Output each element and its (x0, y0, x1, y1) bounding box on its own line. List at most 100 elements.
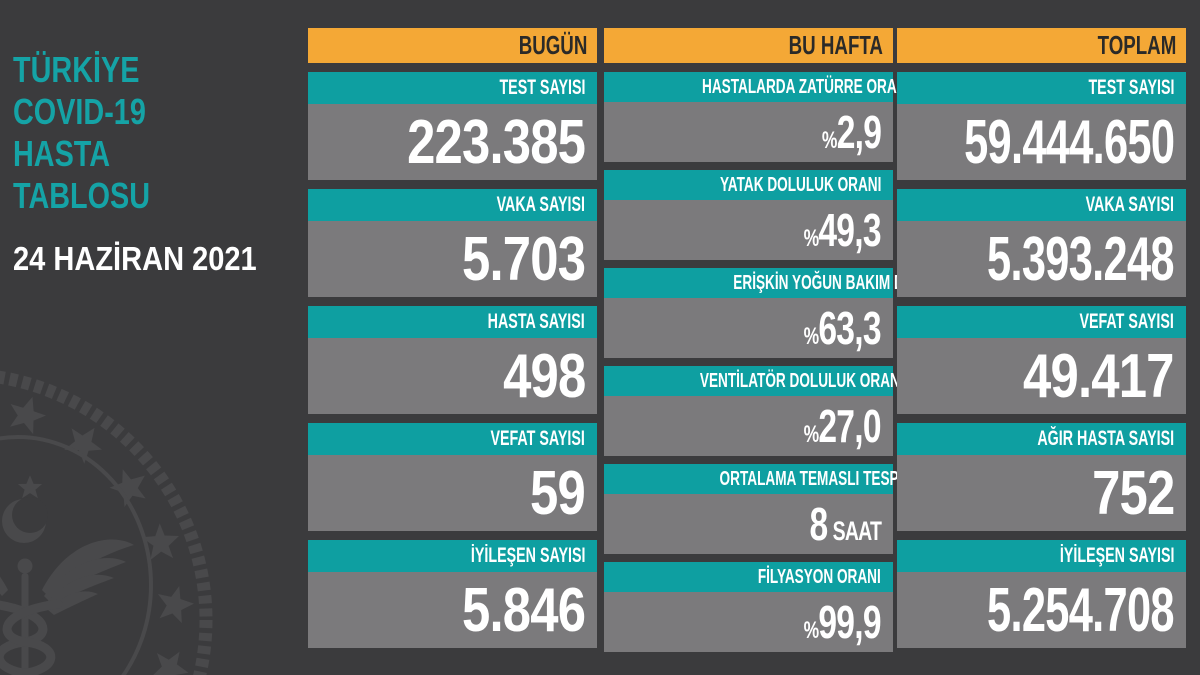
stat-card: AĞIR HASTA SAYISI 752 (897, 423, 1186, 531)
stat-label-band: FİLYASYON ORANI (604, 562, 893, 592)
stat-value-area: %27,0 (604, 396, 893, 456)
stat-label-band: HASTA SAYISI (308, 306, 597, 338)
stat-value-area: %99,9 (604, 592, 893, 652)
column-cards: HASTALARDA ZATÜRRE ORANI %2,9 YATAK DOLU… (604, 72, 1008, 652)
stat-label-band: VAKA SAYISI (308, 189, 597, 221)
stat-label: İYİLEŞEN SAYISI (470, 544, 585, 567)
percent-prefix: % (803, 617, 820, 644)
stat-value: %99,9 (803, 596, 882, 648)
stat-label: İYİLEŞEN SAYISI (1059, 544, 1174, 567)
column-cards: TEST SAYISI 223.385 VAKA SAYISI 5.703 HA… (308, 72, 597, 648)
stat-value-area: %63,3 (604, 298, 893, 358)
column-header: BUGÜN (308, 28, 597, 63)
stat-label-band: VAKA SAYISI (897, 189, 1186, 221)
stat-label-band: HASTALARDA ZATÜRRE ORANI (604, 72, 910, 102)
stats-column: BU HAFTA HASTALARDA ZATÜRRE ORANI %2,9 Y… (604, 28, 1008, 652)
stat-value-area: %49,3 (604, 200, 893, 260)
title-line: COVID-19 (13, 91, 146, 133)
stat-card: VAKA SAYISI 5.393.248 (897, 189, 1186, 297)
stat-label: VEFAT SAYISI (490, 427, 585, 450)
stat-value-area: 49.417 (897, 338, 1186, 414)
stat-label-band: İYİLEŞEN SAYISI (308, 540, 597, 572)
stat-label-band: TEST SAYISI (897, 72, 1186, 104)
stat-card: ORTALAMA TEMASLI TESPİT SÜRESİ 8 SAAT (604, 464, 965, 554)
stat-value: 59 (530, 458, 586, 528)
stat-label-band: TEST SAYISI (308, 72, 597, 104)
stat-card: YATAK DOLULUK ORANI %49,3 (604, 170, 893, 260)
title-line: TABLOSU (13, 175, 151, 217)
page-title: TÜRKİYE COVID-19 HASTA TABLOSU (13, 49, 184, 217)
crescent-and-star-icon (2, 475, 48, 543)
stat-value-area: 5.846 (308, 572, 597, 648)
stats-column: BUGÜN TEST SAYISI 223.385 VAKA SAYISI 5.… (308, 28, 597, 648)
column-cards: TEST SAYISI 59.444.650 VAKA SAYISI 5.393… (897, 72, 1186, 648)
stat-label: VAKA SAYISI (496, 193, 585, 216)
stat-value: %63,3 (803, 302, 882, 354)
stat-card: TEST SAYISI 59.444.650 (897, 72, 1186, 180)
stat-label: VAKA SAYISI (1085, 193, 1174, 216)
stat-card: TEST SAYISI 223.385 (308, 72, 597, 180)
stat-label: AĞIR HASTA SAYISI (1037, 427, 1174, 450)
stat-value: 498 (502, 341, 586, 411)
stat-value: 49.417 (1023, 341, 1174, 411)
stat-value-area: 59.444.650 (897, 104, 1186, 180)
stat-value: 223.385 (406, 107, 586, 177)
stat-label-band: VEFAT SAYISI (897, 306, 1186, 338)
stat-label-band: VEFAT SAYISI (308, 423, 597, 455)
stat-value: 752 (1091, 458, 1175, 528)
stat-value-area: 752 (897, 455, 1186, 531)
stat-label: VENTİLATÖR DOLULUK ORANI (699, 370, 904, 392)
stat-value: 8 SAAT (809, 498, 881, 550)
stat-label-band: YATAK DOLULUK ORANI (604, 170, 893, 200)
stat-card: VEFAT SAYISI 59 (308, 423, 597, 531)
stat-label: HASTA SAYISI (487, 310, 585, 333)
stat-value: %2,9 (821, 106, 882, 158)
stat-value-area: 498 (308, 338, 597, 414)
unit-suffix: SAAT (832, 516, 881, 546)
report-date: 24 HAZİRAN 2021 (13, 240, 257, 277)
stat-value-area: 5.254.708 (897, 572, 1186, 648)
stat-label-band: AĞIR HASTA SAYISI (897, 423, 1186, 455)
stat-card: VAKA SAYISI 5.703 (308, 189, 597, 297)
stat-value: %27,0 (803, 400, 882, 452)
title-line: HASTA (13, 133, 111, 175)
stat-card: İYİLEŞEN SAYISI 5.846 (308, 540, 597, 648)
stat-label: TEST SAYISI (1088, 76, 1174, 99)
stat-value: 5.846 (461, 575, 586, 645)
column-header: TOPLAM (897, 28, 1186, 63)
stat-label: VEFAT SAYISI (1079, 310, 1174, 333)
stat-value: %49,3 (803, 204, 882, 256)
stat-value: 5.254.708 (987, 575, 1174, 645)
emblem-rope-ring (0, 370, 213, 675)
stat-value: 59.444.650 (963, 107, 1175, 177)
stat-label: TEST SAYISI (499, 76, 585, 99)
stat-card: VEFAT SAYISI 49.417 (897, 306, 1186, 414)
stat-value-area: %2,9 (604, 102, 893, 162)
stat-label: FİLYASYON ORANI (758, 566, 881, 588)
stat-label: YATAK DOLULUK ORANI (719, 174, 881, 196)
percent-prefix: % (803, 225, 820, 252)
stat-label-band: İYİLEŞEN SAYISI (897, 540, 1186, 572)
percent-prefix: % (803, 421, 820, 448)
caduceus-icon (0, 539, 134, 675)
stat-label: HASTALARDA ZATÜRRE ORANI (702, 76, 911, 98)
percent-prefix: % (803, 323, 820, 350)
column-header-label: TOPLAM (1097, 30, 1176, 60)
stat-label-band: ORTALAMA TEMASLI TESPİT SÜRESİ (604, 464, 965, 494)
title-line: TÜRKİYE (13, 49, 140, 91)
ministry-of-health-emblem-watermark (0, 370, 213, 675)
stat-card: ERİŞKİN YOĞUN BAKIM DOLULUK ORANI %63,3 (604, 268, 1008, 358)
column-header: BU HAFTA (604, 28, 893, 63)
stat-card: FİLYASYON ORANI %99,9 (604, 562, 893, 652)
column-header-label: BU HAFTA (788, 30, 883, 60)
emblem-inner-ring (0, 435, 153, 675)
percent-prefix: % (821, 127, 838, 154)
stat-value-area: 5.703 (308, 221, 597, 297)
stat-value: 5.393.248 (987, 224, 1174, 294)
stat-card: VENTİLATÖR DOLULUK ORANI %27,0 (604, 366, 904, 456)
stat-value-area: 223.385 (308, 104, 597, 180)
stat-value-area: 59 (308, 455, 597, 531)
stat-card: İYİLEŞEN SAYISI 5.254.708 (897, 540, 1186, 648)
stat-label-band: VENTİLATÖR DOLULUK ORANI (604, 366, 904, 396)
